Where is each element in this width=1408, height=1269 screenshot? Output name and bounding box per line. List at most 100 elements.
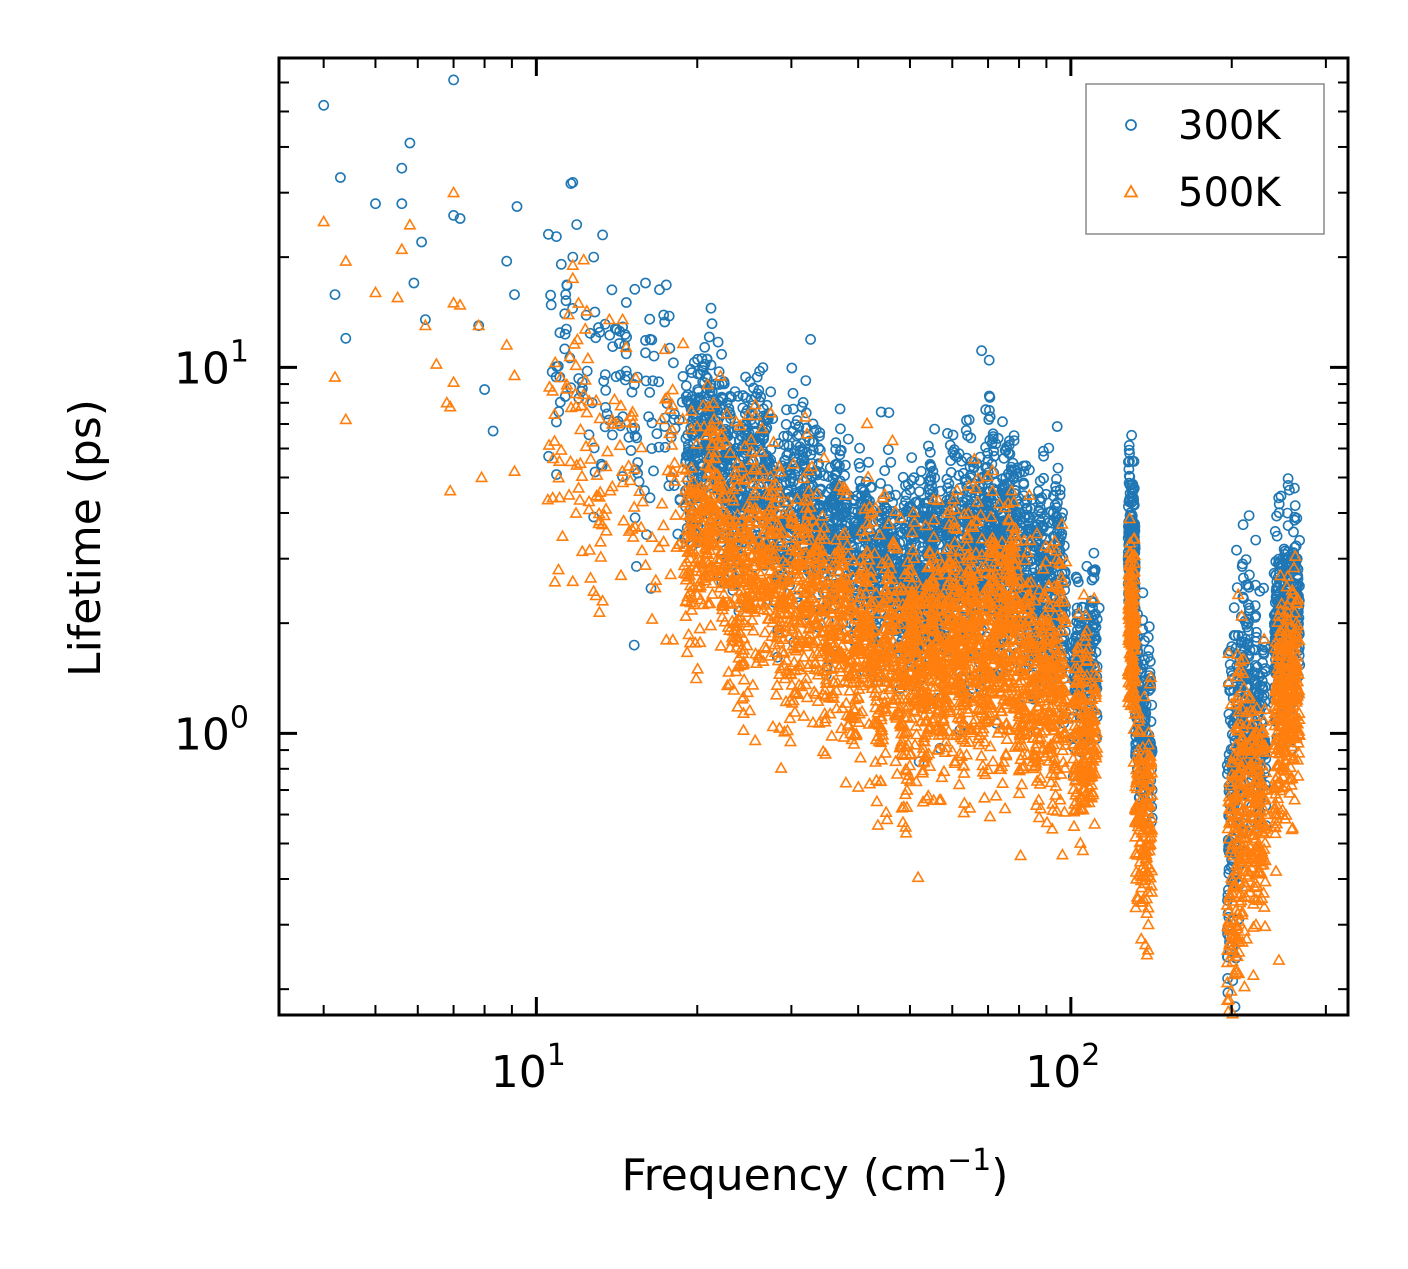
data-point-300K: [668, 357, 679, 369]
data-point-300K: [625, 445, 637, 456]
data-point-300K: [754, 365, 765, 377]
data-point-300K: [509, 289, 520, 300]
data-point-500K: [594, 550, 608, 562]
data-point-500K: [682, 627, 696, 640]
data-point-300K: [632, 457, 644, 468]
data-point-300K: [681, 450, 693, 462]
data-point-500K: [607, 392, 622, 405]
data-point-300K: [1289, 500, 1301, 511]
data-point-300K: [601, 408, 613, 420]
data-point-300K: [717, 392, 729, 404]
data-point-500K: [656, 518, 671, 531]
data-point-300K: [755, 391, 767, 403]
data-point-300K: [551, 469, 562, 480]
data-point-500K: [736, 723, 751, 736]
data-point-300K: [960, 424, 972, 436]
data-point-500K: [548, 575, 562, 587]
data-point-300K: [597, 229, 608, 241]
data-point-500K: [627, 500, 641, 512]
data-point-300K: [746, 410, 757, 422]
data-point-300K: [620, 348, 632, 360]
data-point-300K: [673, 414, 685, 426]
data-point-300K: [699, 358, 711, 370]
data-point-300K: [787, 403, 799, 415]
data-point-300K: [924, 446, 936, 458]
data-point-300K: [724, 390, 736, 402]
data-point-300K: [814, 430, 825, 442]
data-point-500K: [655, 496, 669, 509]
data-point-300K: [1228, 602, 1240, 614]
data-point-300K: [805, 333, 816, 345]
data-point-300K: [976, 345, 987, 357]
data-point-300K: [644, 386, 656, 398]
data-point-300K: [1282, 520, 1294, 531]
data-point-300K: [783, 440, 795, 452]
data-point-500K: [664, 567, 678, 580]
data-point-300K: [559, 328, 571, 340]
data-point-300K: [800, 375, 812, 386]
data-point-300K: [732, 390, 744, 402]
data-point-300K: [692, 368, 704, 380]
data-point-500K: [666, 382, 680, 395]
data-point-300K: [598, 375, 610, 387]
data-point-300K: [588, 251, 600, 263]
data-point-300K: [1143, 644, 1155, 656]
data-point-300K: [1250, 534, 1262, 546]
data-point-500K: [783, 734, 798, 747]
data-point-300K: [947, 429, 959, 441]
data-point-500K: [652, 540, 666, 553]
data-point-500K: [573, 422, 588, 435]
data-point-300K: [589, 466, 601, 478]
data-point-300K: [781, 449, 793, 461]
data-point-300K: [318, 99, 330, 111]
data-point-300K: [600, 401, 611, 413]
data-point-500K: [676, 336, 690, 349]
data-point-300K: [646, 443, 658, 454]
data-point-300K: [663, 310, 675, 322]
data-point-300K: [551, 416, 562, 428]
data-point-300K: [487, 425, 499, 437]
data-point-500K: [593, 411, 607, 424]
data-point-300K: [640, 334, 651, 346]
data-point-300K: [863, 456, 874, 468]
data-point-300K: [1088, 547, 1100, 559]
data-point-300K: [697, 361, 708, 372]
data-point-300K: [740, 371, 751, 383]
data-point-300K: [699, 341, 711, 353]
data-point-300K: [647, 375, 659, 387]
data-point-300K: [599, 369, 611, 380]
data-point-500K: [569, 506, 583, 518]
data-point-300K: [983, 414, 995, 425]
data-point-300K: [571, 219, 583, 230]
data-point-300K: [543, 228, 554, 240]
data-point-500K: [645, 530, 659, 543]
data-point-300K: [983, 354, 995, 366]
data-point-300K: [797, 446, 808, 458]
data-point-300K: [923, 440, 934, 452]
data-point-300K: [567, 302, 578, 314]
data-point-300K: [780, 418, 792, 430]
data-point-300K: [626, 386, 638, 398]
data-point-300K: [644, 492, 656, 504]
data-point-300K: [800, 407, 812, 419]
data-point-300K: [554, 327, 566, 339]
data-point-500K: [564, 454, 578, 467]
data-point-300K: [628, 639, 640, 651]
data-point-300K: [501, 255, 513, 267]
data-point-300K: [747, 400, 759, 411]
data-point-300K: [340, 332, 352, 344]
data-point-300K: [1137, 587, 1149, 599]
data-point-300K: [686, 390, 698, 402]
data-point-300K: [631, 432, 643, 444]
data-point-300K: [680, 380, 692, 392]
data-point-300K: [787, 387, 799, 399]
data-point-300K: [511, 201, 523, 212]
data-point-300K: [807, 444, 819, 456]
data-point-300K: [617, 471, 628, 482]
data-point-300K: [658, 309, 670, 321]
data-point-500K: [593, 535, 608, 547]
data-point-300K: [683, 443, 694, 455]
data-point-500K: [669, 508, 683, 520]
